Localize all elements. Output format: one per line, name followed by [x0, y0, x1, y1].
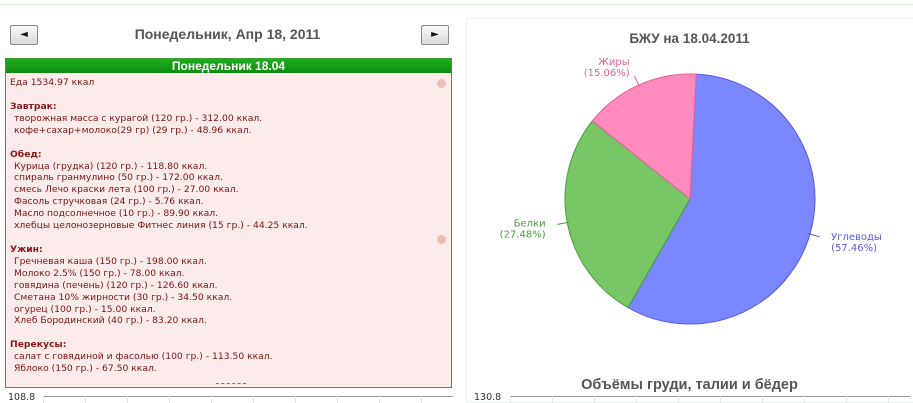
chart-gridline-tick [295, 396, 296, 403]
meal-item[interactable]: говядина (печень) (120 гр.) - 126.60 кка… [14, 279, 218, 291]
right-chart-ymax: 130.8 [474, 392, 502, 403]
total-calories: Еда 1534.97 ккал [10, 77, 95, 88]
right-chart-gridline [510, 396, 910, 397]
pie-slice-percent: (15.06%) [584, 68, 630, 79]
pie-slice-label: Углеводы [831, 232, 882, 243]
meal-item[interactable]: Фасоль стручковая (24 гр.) - 5.76 ккал. [14, 196, 204, 208]
meal-item[interactable]: кофе+сахар+молоко(29 гр) (29 гр.) - 48.9… [14, 124, 252, 136]
chart-gridline-tick [127, 396, 128, 403]
pie-slice-label: Белки [514, 219, 546, 230]
top-divider [0, 4, 913, 5]
meal-item[interactable]: салат с говядиной и фасолью (100 гр.) - … [14, 351, 273, 363]
chart-gridline-tick [804, 396, 805, 403]
pie-slice-label: Жиры [598, 57, 630, 68]
chart-gridline-tick [636, 396, 637, 403]
meal-item[interactable]: смесь Лечо краски лета (100 гр.) - 27.00… [14, 184, 239, 196]
meal-title: Обед: [10, 148, 42, 160]
chart-gridline-tick [421, 396, 422, 403]
meal-item[interactable]: Яблоко (150 гр.) - 67.50 ккал. [14, 363, 157, 375]
chart-gridline-tick [169, 396, 170, 403]
chart-gridline-tick [720, 396, 721, 403]
left-chart-ymax: 108.8 [8, 392, 36, 403]
chart-gridline-tick [211, 396, 212, 403]
pie-slice-percent: (57.46%) [831, 243, 877, 254]
pie-chart-title: БЖУ на 18.04.2011 [629, 31, 750, 46]
meal-item[interactable]: Масло подсолнечное (10 гр.) - 89.90 ккал… [14, 208, 219, 220]
chart-gridline-tick [762, 396, 763, 403]
chart-gridline-tick [379, 396, 380, 403]
chart-gridline-tick [85, 396, 86, 403]
day-title: Понедельник, Апр 18, 2011 [134, 26, 321, 42]
meal-item[interactable]: Хлеб Бородинский (40 гр.) - 83.20 ккал. [14, 315, 207, 327]
resize-handle[interactable] [216, 383, 246, 385]
chart-gridline-tick [678, 396, 679, 403]
next-day-button[interactable]: ► [421, 25, 449, 45]
meal-title: Перекусы: [10, 339, 67, 351]
apple-icon [437, 235, 446, 244]
apple-icon [437, 79, 446, 88]
chart-gridline-tick [846, 396, 847, 403]
pie-label-connector [807, 233, 820, 238]
chart-gridline-tick [510, 396, 511, 403]
pie-label-connector [557, 221, 570, 225]
meal-title: Ужин: [10, 243, 43, 255]
chart-gridline-tick [594, 396, 595, 403]
chart-gridline-tick [888, 396, 889, 403]
meal-item[interactable]: огурец (100 гр.) - 15.00 ккал. [14, 303, 156, 315]
chart-gridline-tick [253, 396, 254, 403]
chart-gridline-tick [552, 396, 553, 403]
day-food-panel: Понедельник 18.04 Еда 1534.97 ккал Завтр… [5, 58, 452, 388]
meal-item[interactable]: Курица (грудка) (120 гр.) - 118.80 ккал. [14, 160, 208, 172]
day-panel-header: Понедельник 18.04 [6, 59, 451, 73]
meal-item[interactable]: хлебцы целонозерновые Фитнес линия (15 г… [14, 220, 308, 232]
meal-item[interactable]: творожная масса с курагой (120 гр.) - 31… [14, 112, 263, 124]
left-chart-gridline [43, 396, 453, 397]
pie-label-connector [634, 75, 640, 88]
macros-pie-chart: Углеводы(57.46%) Белки(27.48%) Жиры(15.06%… [500, 57, 882, 325]
chart-gridline-tick [43, 396, 44, 403]
pie-slice-percent: (27.48%) [500, 230, 546, 241]
prev-day-button[interactable]: ◄ [10, 25, 38, 45]
meal-item[interactable]: спираль гранмулино (50 гр.) - 172.00 кка… [14, 172, 223, 184]
meal-item[interactable]: Молоко 2.5% (150 гр.) - 78.00 ккал. [14, 267, 185, 279]
day-panel-body: Еда 1534.97 ккал Завтрак: творожная масса… [6, 73, 451, 375]
meal-title: Завтрак: [10, 100, 57, 112]
meal-item[interactable]: Гречневая каша (150 гр.) - 198.00 ккал. [14, 255, 207, 267]
volumes-chart-title: Объёмы груди, талии и бёдер [581, 377, 798, 393]
chart-gridline-tick [337, 396, 338, 403]
meal-item[interactable]: Сметана 10% жирности (30 гр.) - 34.50 кк… [14, 291, 233, 303]
